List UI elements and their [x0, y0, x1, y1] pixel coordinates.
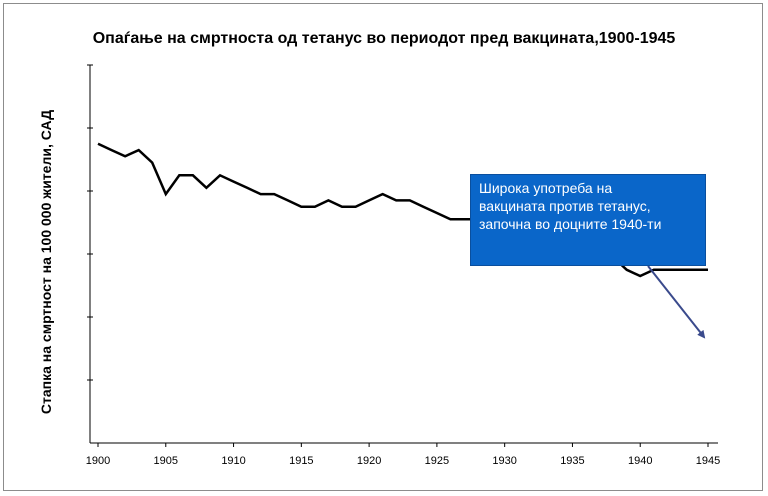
x-tick-label: 1905: [154, 455, 178, 467]
annotation-arrow-layer: [647, 265, 706, 339]
x-tick-label: 1925: [425, 455, 449, 467]
x-tick-label: 1930: [492, 455, 516, 467]
x-tick-label: 1915: [289, 455, 313, 467]
chart-title: Опаѓање на смртноста од тетанус во перио…: [92, 30, 676, 47]
x-tick-label: 1900: [86, 455, 110, 467]
x-axis-ticks: 1900 1905 1910 1915 1920 1925 1930 1935 1940 1945: [86, 443, 720, 467]
x-tick-label: 1935: [560, 455, 584, 467]
annotation-line-2: вакцината против тетанус,: [479, 198, 651, 214]
x-tick-label: 1920: [357, 455, 381, 467]
x-tick-label: 1945: [696, 455, 720, 467]
axes: [87, 64, 718, 444]
annotation-arrow: [647, 265, 706, 339]
x-tick-label: 1940: [628, 455, 652, 467]
annotation-line-3: започна во доцните 1940-ти: [479, 216, 662, 232]
annotation-callout: Широка употреба на вакцината против тета…: [470, 174, 706, 266]
annotation-line-1: Широка употреба на: [479, 180, 613, 196]
x-tick-label: 1910: [221, 455, 245, 467]
